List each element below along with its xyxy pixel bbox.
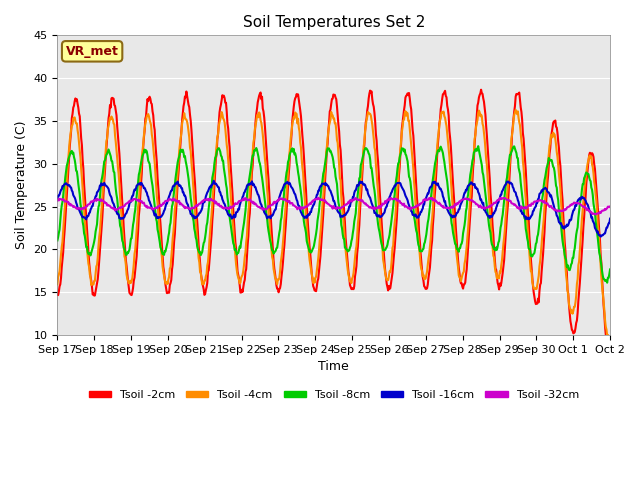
- Y-axis label: Soil Temperature (C): Soil Temperature (C): [15, 121, 28, 250]
- Tsoil -16cm: [210, 178, 218, 184]
- Tsoil -32cm: [268, 202, 276, 207]
- Tsoil -4cm: [512, 107, 520, 113]
- Tsoil -2cm: [54, 292, 61, 298]
- Tsoil -4cm: [54, 281, 61, 287]
- Tsoil -2cm: [422, 286, 429, 292]
- Tsoil -16cm: [54, 196, 61, 202]
- Tsoil -32cm: [592, 212, 600, 217]
- Tsoil -4cm: [248, 172, 255, 178]
- Tsoil -32cm: [118, 204, 126, 210]
- Tsoil -8cm: [474, 143, 482, 149]
- Tsoil -4cm: [268, 254, 276, 260]
- Tsoil -4cm: [422, 276, 429, 281]
- Tsoil -32cm: [220, 206, 228, 212]
- Tsoil -4cm: [220, 117, 228, 122]
- Tsoil -8cm: [248, 163, 255, 168]
- Tsoil -16cm: [606, 216, 614, 221]
- Tsoil -16cm: [269, 212, 276, 218]
- Line: Tsoil -2cm: Tsoil -2cm: [58, 90, 610, 362]
- Line: Tsoil -8cm: Tsoil -8cm: [58, 146, 610, 283]
- Tsoil -8cm: [268, 248, 276, 253]
- Tsoil -2cm: [248, 184, 255, 190]
- X-axis label: Time: Time: [318, 360, 349, 373]
- Tsoil -32cm: [392, 195, 399, 201]
- Tsoil -8cm: [391, 192, 399, 198]
- Tsoil -8cm: [118, 238, 126, 243]
- Tsoil -16cm: [597, 234, 605, 240]
- Tsoil -2cm: [220, 93, 228, 98]
- Tsoil -16cm: [392, 183, 399, 189]
- Line: Tsoil -32cm: Tsoil -32cm: [58, 198, 610, 215]
- Tsoil -8cm: [422, 236, 429, 241]
- Tsoil -32cm: [314, 195, 322, 201]
- Tsoil -4cm: [606, 335, 614, 340]
- Line: Tsoil -16cm: Tsoil -16cm: [58, 181, 610, 237]
- Line: Tsoil -4cm: Tsoil -4cm: [58, 110, 610, 337]
- Title: Soil Temperatures Set 2: Soil Temperatures Set 2: [243, 15, 425, 30]
- Tsoil -8cm: [54, 238, 61, 243]
- Tsoil -8cm: [606, 266, 614, 272]
- Tsoil -32cm: [422, 197, 430, 203]
- Text: VR_met: VR_met: [66, 45, 118, 58]
- Tsoil -4cm: [118, 225, 126, 230]
- Tsoil -2cm: [268, 235, 276, 241]
- Tsoil -2cm: [391, 245, 399, 251]
- Tsoil -4cm: [391, 220, 399, 226]
- Tsoil -32cm: [54, 198, 61, 204]
- Tsoil -16cm: [118, 215, 126, 221]
- Tsoil -32cm: [606, 204, 614, 209]
- Tsoil -2cm: [605, 359, 613, 365]
- Legend: Tsoil -2cm, Tsoil -4cm, Tsoil -8cm, Tsoil -16cm, Tsoil -32cm: Tsoil -2cm, Tsoil -4cm, Tsoil -8cm, Tsoi…: [84, 385, 583, 404]
- Tsoil -16cm: [422, 194, 430, 200]
- Tsoil -8cm: [220, 166, 228, 171]
- Tsoil -2cm: [477, 87, 485, 93]
- Tsoil -2cm: [118, 199, 126, 205]
- Tsoil -2cm: [606, 358, 614, 363]
- Tsoil -32cm: [248, 199, 255, 204]
- Tsoil -16cm: [221, 201, 228, 207]
- Tsoil -16cm: [248, 179, 256, 184]
- Tsoil -8cm: [604, 280, 611, 286]
